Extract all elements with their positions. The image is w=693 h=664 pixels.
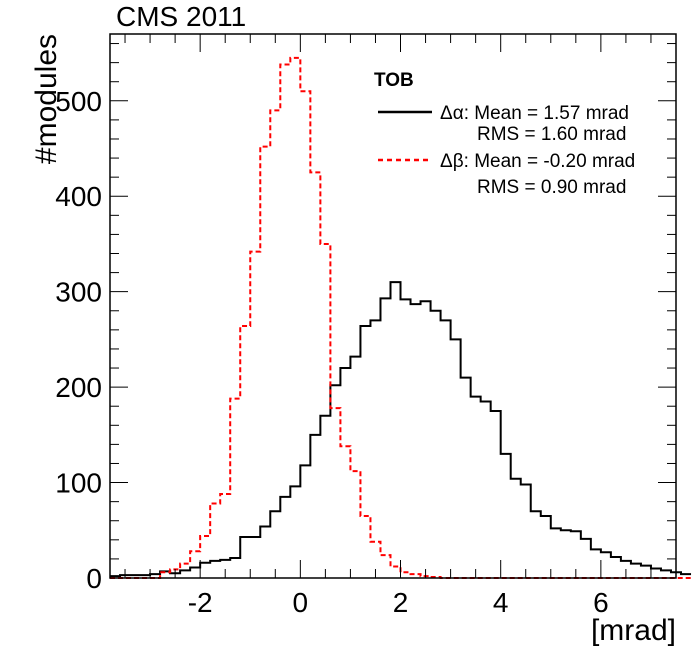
y-tick-label: 500 bbox=[55, 86, 102, 117]
legend-beta-rms: RMS = 0.90 mrad bbox=[477, 177, 626, 198]
y-tick-label: 300 bbox=[55, 277, 102, 308]
plot-frame bbox=[109, 33, 677, 579]
y-tick-label: 200 bbox=[55, 372, 102, 403]
legend-label-alpha: Δα: Mean = 1.57 mrad bbox=[440, 103, 629, 124]
chart-title-text: CMS 2011 bbox=[116, 1, 246, 32]
legend: TOB Δα: Mean = 1.57 mrad RMS = 1.60 mrad… bbox=[374, 70, 635, 198]
y-tick-label: 0 bbox=[86, 563, 102, 594]
y-tick-label: 400 bbox=[55, 181, 102, 212]
x-tick-label: 2 bbox=[393, 587, 409, 618]
legend-beta-name: Δβ bbox=[440, 151, 464, 172]
x-tick-label: 6 bbox=[593, 587, 609, 618]
y-axis-label: #modules bbox=[30, 34, 63, 164]
legend-label-beta: Δβ: Mean = -0.20 mrad bbox=[440, 151, 635, 172]
y-tick-label: 100 bbox=[55, 468, 102, 499]
legend-title: TOB bbox=[374, 70, 414, 91]
legend-alpha-rms: RMS = 1.60 mrad bbox=[477, 124, 626, 145]
x-tick-label: -2 bbox=[188, 587, 213, 618]
x-tick-label: 4 bbox=[493, 587, 509, 618]
chart-title: CMS 2011 bbox=[116, 1, 246, 32]
ticks-layer: -2 0 2 4 6 0 100 200 300 400 500 bbox=[55, 34, 677, 618]
x-tick-label: 0 bbox=[293, 587, 309, 618]
x-axis-label: [mrad] bbox=[591, 614, 676, 647]
legend-beta-mean: Mean = -0.20 mrad bbox=[474, 151, 635, 172]
series-0-histogram bbox=[110, 281, 692, 578]
legend-alpha-name: Δα bbox=[440, 103, 464, 124]
legend-alpha-mean: Mean = 1.57 mrad bbox=[474, 103, 629, 124]
